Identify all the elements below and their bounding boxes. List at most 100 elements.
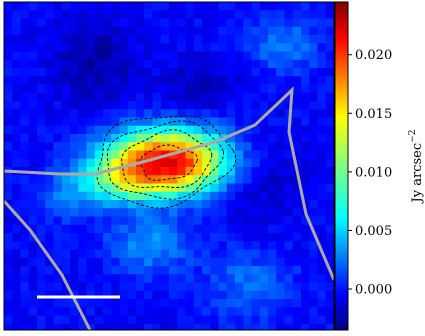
heatmap-cell xyxy=(317,142,327,151)
heatmap-cell xyxy=(136,10,145,19)
heatmap-cell xyxy=(45,249,54,259)
heatmap-cell xyxy=(12,18,21,28)
heatmap-cell xyxy=(152,191,162,201)
heatmap-cell xyxy=(119,315,129,325)
heatmap-cell xyxy=(37,183,46,193)
heatmap-cell xyxy=(235,43,244,52)
heatmap-cell xyxy=(4,307,13,316)
heatmap-cell xyxy=(144,191,153,201)
heatmap-cell xyxy=(202,134,211,143)
heatmap-cell xyxy=(136,35,145,44)
heatmap-cell xyxy=(78,274,87,283)
heatmap-cell xyxy=(144,26,153,36)
heatmap-cell xyxy=(61,323,71,330)
heatmap-cell xyxy=(103,175,112,184)
heatmap-cell xyxy=(259,224,269,234)
heatmap-cell xyxy=(218,18,228,28)
heatmap-cell xyxy=(28,249,38,259)
heatmap-cell xyxy=(309,76,318,85)
heatmap-cell xyxy=(243,26,252,36)
heatmap-cell xyxy=(61,208,71,217)
colorbar-tick-label: 0.005 xyxy=(355,224,392,239)
heatmap-cell xyxy=(111,257,120,267)
heatmap-cell xyxy=(259,117,269,127)
heatmap-cell xyxy=(268,117,277,127)
heatmap-cell xyxy=(226,51,236,61)
heatmap-cell xyxy=(4,290,13,300)
heatmap-cell xyxy=(177,51,186,61)
heatmap-cell xyxy=(103,249,112,259)
heatmap-cell xyxy=(301,35,310,44)
heatmap-cell xyxy=(86,35,96,44)
heatmap-cell xyxy=(94,315,104,325)
heatmap-cell xyxy=(12,142,21,151)
heatmap-cell xyxy=(86,109,96,118)
heatmap-cell xyxy=(309,92,318,102)
heatmap-cell xyxy=(103,109,112,118)
heatmap-cell xyxy=(193,76,203,85)
heatmap-cell xyxy=(169,125,178,135)
heatmap-cell xyxy=(193,208,203,217)
heatmap-cell xyxy=(325,59,334,69)
heatmap-cell xyxy=(152,167,162,176)
heatmap-cell xyxy=(210,307,219,316)
heatmap-cell xyxy=(177,167,186,176)
heatmap-cell xyxy=(37,10,46,19)
heatmap-cell xyxy=(251,216,261,226)
heatmap-cell xyxy=(276,35,285,44)
heatmap-cell xyxy=(202,109,211,118)
heatmap-cell xyxy=(103,299,112,308)
heatmap-cell xyxy=(202,282,211,292)
heatmap-cell xyxy=(185,257,195,267)
heatmap-cell xyxy=(292,208,302,217)
heatmap-cell xyxy=(94,191,104,201)
heatmap-cell xyxy=(70,290,79,300)
heatmap-cell xyxy=(20,117,30,127)
heatmap-cell xyxy=(309,150,318,160)
heatmap-cell xyxy=(61,249,71,259)
heatmap-cell xyxy=(94,216,104,226)
heatmap-cell xyxy=(185,241,195,250)
heatmap-cell xyxy=(94,68,104,77)
heatmap-cell xyxy=(127,51,137,61)
heatmap-cell xyxy=(20,290,30,300)
heatmap-cell xyxy=(251,299,261,308)
heatmap-cell xyxy=(268,266,277,275)
heatmap-cell xyxy=(53,249,63,259)
heatmap-cell xyxy=(169,134,178,143)
heatmap-cell xyxy=(160,59,170,69)
heatmap-cell xyxy=(301,59,310,69)
heatmap-cell xyxy=(70,208,79,217)
heatmap-cell xyxy=(119,84,129,94)
heatmap-cell xyxy=(317,35,327,44)
heatmap-cell xyxy=(169,299,178,308)
heatmap-cell xyxy=(284,183,294,193)
outline-upper xyxy=(4,86,334,281)
heatmap-cell xyxy=(78,315,87,325)
heatmap-cell xyxy=(119,183,129,193)
heatmap-cell xyxy=(152,315,162,325)
heatmap-cell xyxy=(202,191,211,201)
heatmap-cell xyxy=(103,315,112,325)
heatmap-cell xyxy=(70,241,79,250)
heatmap-cell xyxy=(185,101,195,110)
heatmap-cell xyxy=(28,183,38,193)
heatmap-cell xyxy=(111,224,120,234)
heatmap-cell xyxy=(169,241,178,250)
heatmap-cell xyxy=(127,101,137,110)
heatmap-cell xyxy=(160,274,170,283)
heatmap-cell xyxy=(111,35,120,44)
heatmap-cell xyxy=(251,68,261,77)
heatmap-cell xyxy=(70,183,79,193)
heatmap-cell xyxy=(144,59,153,69)
heatmap-cell xyxy=(251,274,261,283)
heatmap-cell xyxy=(301,224,310,234)
heatmap-cell xyxy=(259,323,269,330)
heatmap-cell xyxy=(317,216,327,226)
heatmap-cell xyxy=(28,216,38,226)
heatmap-cell xyxy=(4,59,13,69)
heatmap-cell xyxy=(193,323,203,330)
heatmap-cell xyxy=(202,158,211,168)
heatmap-cell xyxy=(276,167,285,176)
heatmap-cell xyxy=(259,241,269,250)
